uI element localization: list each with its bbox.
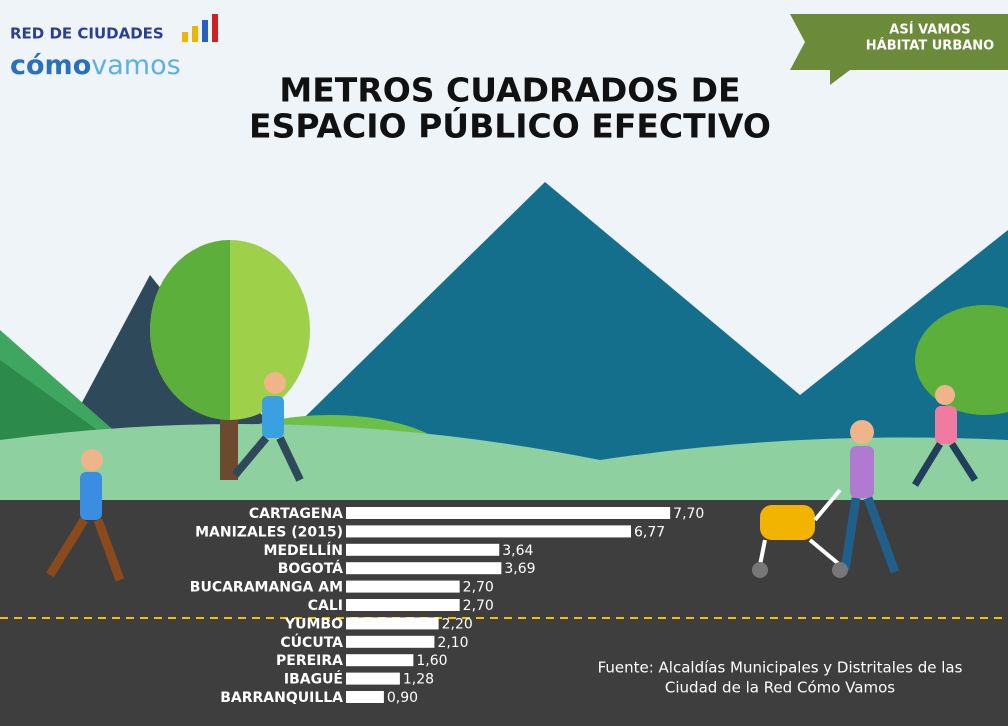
category-label: BARRANQUILLA <box>220 690 343 706</box>
value-label: 6,77 <box>634 524 665 540</box>
source: Ciudad de la Red Cómo Vamos <box>665 679 895 697</box>
value-label: 1,60 <box>416 653 447 669</box>
mountain <box>220 182 1008 500</box>
value-label: 3,64 <box>502 543 533 559</box>
bar-chart: CARTAGENA 7,70 MANIZALES (2015) 6,77 MEDELLÍ… <box>190 506 705 706</box>
bar <box>346 543 500 556</box>
value-label: 2,70 <box>463 580 494 596</box>
logo-word: cómovamos <box>10 50 181 81</box>
category-label: BUCARAMANGA AM <box>190 580 343 596</box>
value-label: 2,10 <box>437 635 468 651</box>
bar <box>346 617 439 630</box>
value-label: 0,90 <box>387 690 418 706</box>
tree <box>915 305 1008 415</box>
grass <box>0 424 1008 500</box>
category-label: MEDELLÍN <box>264 542 343 559</box>
bar <box>346 562 502 575</box>
category-label: CALI <box>308 598 343 614</box>
category-label: CARTAGENA <box>249 506 343 522</box>
category-label: CÚCUTA <box>280 633 343 651</box>
bar <box>346 672 400 685</box>
logo-bar <box>202 20 208 42</box>
value-label: 2,20 <box>442 616 473 632</box>
value-label: 7,70 <box>673 506 704 522</box>
tree <box>150 240 230 420</box>
source: Fuente: Alcaldías Municipales y Distrita… <box>598 659 963 677</box>
badge-text: HÁBITAT URBANO <box>866 38 994 54</box>
chart-title: METROS CUADRADOS DE <box>279 71 740 110</box>
bar <box>346 635 435 648</box>
value-label: 3,69 <box>504 561 535 577</box>
road <box>0 500 1008 726</box>
bar <box>346 525 632 538</box>
badge-text: ASÍ VAMOS <box>889 22 970 38</box>
bar <box>346 691 384 703</box>
bar <box>346 507 671 519</box>
category-label: PEREIRA <box>276 653 343 669</box>
logo-bar <box>212 14 218 42</box>
value-label: 1,28 <box>403 672 434 688</box>
value-label: 2,70 <box>463 598 494 614</box>
bar <box>346 599 460 611</box>
category-label: IBAGUÉ <box>284 671 343 688</box>
badge <box>790 14 1008 85</box>
category-label: MANIZALES (2015) <box>195 524 343 540</box>
logo-bar <box>192 26 198 42</box>
bar <box>346 654 414 667</box>
category-label: YUMBO <box>284 616 343 632</box>
people <box>46 372 978 582</box>
logo-line: RED DE CIUDADES <box>10 25 164 43</box>
logo-bar <box>182 32 188 42</box>
chart-title: ESPACIO PÚBLICO EFECTIVO <box>249 106 771 146</box>
bar <box>346 580 460 593</box>
category-label: BOGOTÁ <box>278 560 343 577</box>
